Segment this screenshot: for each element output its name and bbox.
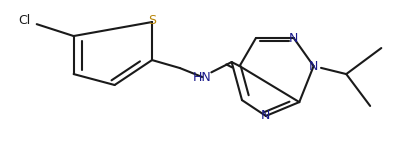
Text: N: N [309, 60, 318, 73]
Text: Cl: Cl [18, 14, 30, 26]
Text: N: N [261, 109, 271, 122]
Text: S: S [148, 14, 156, 27]
Text: HN: HN [193, 71, 212, 83]
Text: N: N [289, 32, 298, 45]
